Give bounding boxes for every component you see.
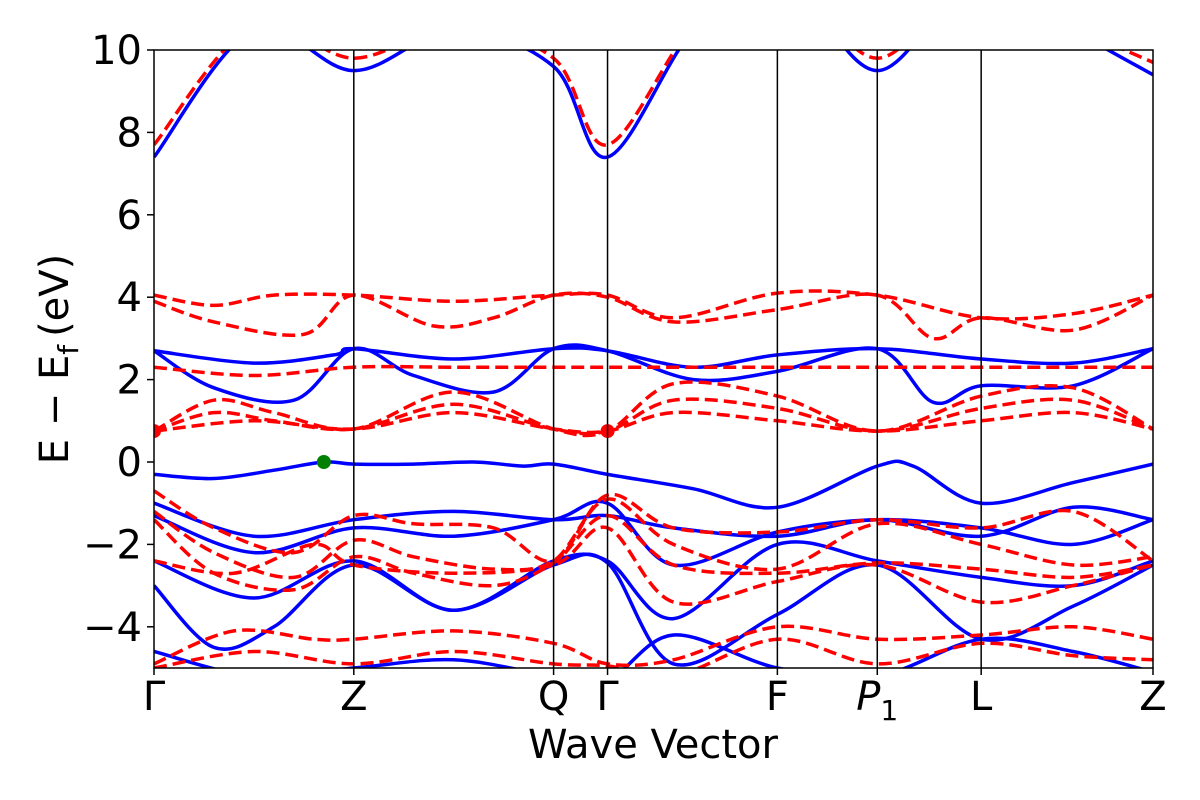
dashed-band-0 <box>154 50 1153 147</box>
x-tick-label-1: Z <box>340 674 367 720</box>
dashed-band-3 <box>154 364 1153 378</box>
x-tick-label-7: Z <box>1139 674 1166 720</box>
y-axis-label-unit: (eV) <box>32 254 78 337</box>
plot-frame <box>153 49 1154 669</box>
y-tick-label-2: 0 <box>117 440 142 486</box>
y-tick-label-3: 2 <box>117 358 142 404</box>
y-tick-label-0: −4 <box>83 605 142 651</box>
high-symmetry-lines <box>353 50 982 668</box>
dashed-band-7 <box>154 489 1153 564</box>
solid-band-3 <box>154 459 1153 510</box>
y-tick-label-7: 10 <box>91 28 142 74</box>
y-axis-label: E − Ef (eV) <box>32 254 85 465</box>
y-tick-label-4: 4 <box>117 275 142 321</box>
dashed-band-10 <box>154 525 1153 606</box>
x-tick-label-3: Γ <box>596 674 619 720</box>
solid-band-2 <box>154 343 1153 406</box>
y-axis-ticks: −4 −2 0 2 4 6 8 10 <box>83 28 154 651</box>
y-tick-label-5: 6 <box>117 193 142 239</box>
dashed-band-1 <box>154 289 1153 321</box>
dashed-band-9 <box>154 513 1153 592</box>
x-axis-ticks: Γ Z Q Γ F P1 L Z <box>143 668 1167 727</box>
solid-band-8 <box>154 633 1145 668</box>
x-tick-label-0: Γ <box>143 674 166 720</box>
x-tick-label-4: F <box>766 674 789 720</box>
dashed-band-2 <box>154 291 1153 341</box>
dashed-band-6 <box>154 410 1153 435</box>
extremum-marker-0 <box>154 424 161 439</box>
dashed-band-8 <box>154 497 1153 580</box>
x-tick-label-5: P1 <box>856 674 898 727</box>
solid-band-1 <box>154 346 1153 369</box>
y-tick-label-6: 8 <box>117 110 142 156</box>
y-axis-label-sub: f <box>52 344 85 355</box>
extremum-marker-2 <box>316 455 331 469</box>
x-axis-label: Wave Vector <box>528 722 779 768</box>
solid-band-0 <box>154 50 1153 159</box>
dashed-band-4 <box>154 380 1153 438</box>
x-tick-label-6: L <box>970 674 993 720</box>
y-tick-label-1: −2 <box>83 522 142 568</box>
x-tick-label-2: Q <box>538 674 569 720</box>
bands-layer <box>154 50 1153 668</box>
y-axis-label-main: E − E <box>32 355 78 465</box>
